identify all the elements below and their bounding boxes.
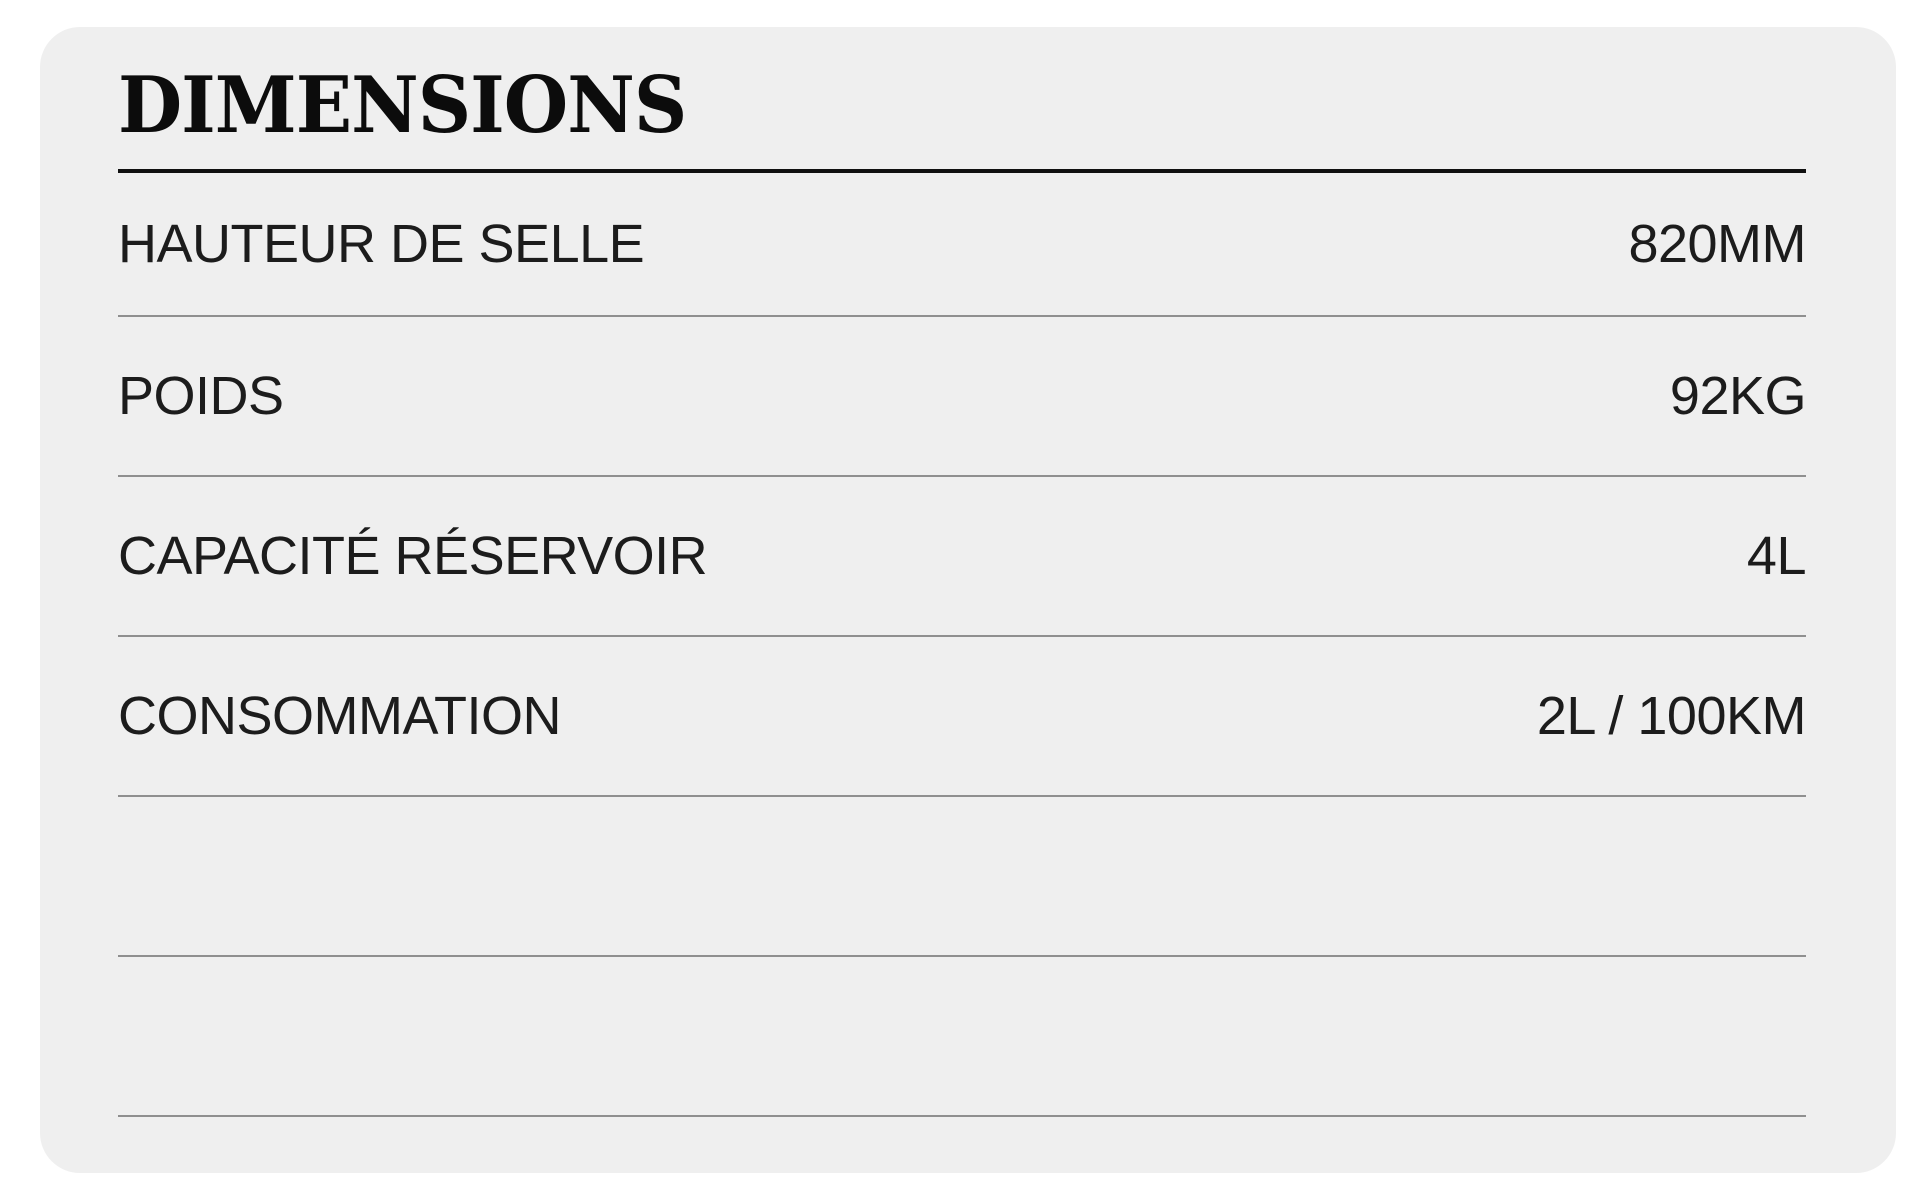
table-row: CONSOMMATION 2L / 100KM: [118, 637, 1807, 797]
table-row: [118, 957, 1806, 1117]
table-row: HAUTEUR DE SELLE 820MM: [118, 173, 1806, 317]
spec-value: 2L / 100KM: [1536, 686, 1807, 746]
table-row: POIDS 92KG: [118, 317, 1807, 477]
spec-label: HAUTEUR DE SELLE: [118, 214, 645, 274]
spec-label: POIDS: [118, 366, 284, 426]
table-row: [118, 797, 1806, 957]
table-row: CAPACITÉ RÉSERVOIR 4L: [118, 477, 1807, 637]
page-title: DIMENSIONS: [118, 60, 687, 152]
spec-table: HAUTEUR DE SELLE 820MM POIDS 92KG CAPACI…: [118, 173, 1807, 1117]
dimensions-spec-card: DIMENSIONS HAUTEUR DE SELLE 820MM POIDS …: [40, 27, 1896, 1173]
spec-label: CAPACITÉ RÉSERVOIR: [118, 526, 708, 586]
title-underline: [118, 169, 1806, 173]
spec-value: 92KG: [1669, 366, 1807, 426]
spec-value: 4L: [1746, 526, 1807, 586]
spec-label: CONSOMMATION: [118, 686, 561, 746]
spec-value: 820MM: [1628, 214, 1806, 274]
